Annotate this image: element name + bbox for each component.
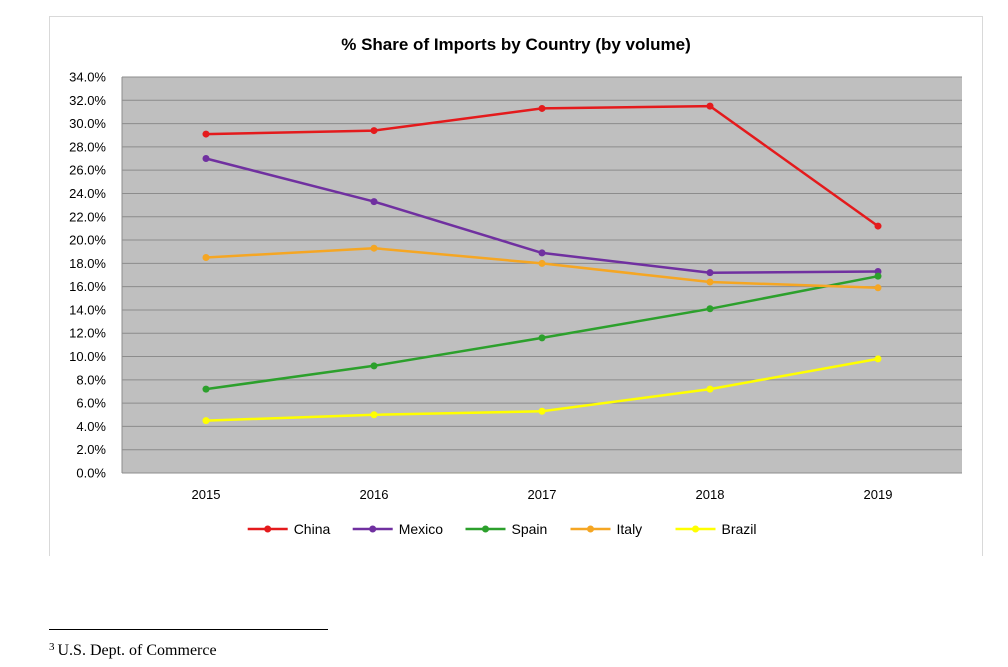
data-point-brazil — [706, 385, 714, 393]
footnote-marker: 3 — [49, 641, 55, 653]
legend-swatch-marker — [264, 525, 272, 533]
legend-item-spain: Spain — [465, 521, 548, 537]
y-tick-label: 14.0% — [69, 302, 106, 317]
data-point-spain — [874, 272, 882, 280]
data-point-spain — [706, 305, 714, 313]
y-tick-label: 24.0% — [69, 186, 106, 201]
y-tick-label: 16.0% — [69, 279, 106, 294]
y-tick-label: 18.0% — [69, 256, 106, 271]
legend-item-mexico: Mexico — [352, 521, 444, 537]
x-tick-label: 2016 — [360, 487, 389, 502]
data-point-italy — [202, 254, 210, 262]
legend-swatch-marker — [369, 525, 377, 533]
data-point-spain — [202, 385, 210, 393]
y-tick-label: 10.0% — [69, 349, 106, 364]
y-tick-label: 32.0% — [69, 93, 106, 108]
data-point-italy — [706, 278, 714, 286]
data-point-spain — [538, 334, 546, 342]
data-point-mexico — [706, 269, 714, 277]
y-tick-label: 34.0% — [69, 70, 106, 85]
data-point-china — [538, 104, 546, 112]
data-point-brazil — [874, 355, 882, 363]
y-tick-label: 22.0% — [69, 209, 106, 224]
data-point-italy — [538, 259, 546, 267]
legend-label: Spain — [512, 521, 548, 537]
y-tick-label: 28.0% — [69, 139, 106, 154]
data-point-china — [706, 102, 714, 110]
legend-item-brazil: Brazil — [675, 521, 757, 537]
data-point-mexico — [202, 155, 210, 163]
legend-swatch-marker — [482, 525, 489, 533]
chart-frame: % Share of Imports by Country (by volume… — [49, 16, 983, 556]
footnote: 3 U.S. Dept. of Commerce — [49, 641, 217, 660]
y-tick-label: 2.0% — [76, 442, 106, 457]
plot-background — [122, 77, 962, 473]
legend-item-italy: Italy — [570, 521, 643, 537]
x-tick-label: 2018 — [696, 487, 725, 502]
y-tick-label: 8.0% — [76, 372, 106, 387]
x-tick-label: 2017 — [528, 487, 557, 502]
legend: China Mexico Spain Italy Brazil — [247, 521, 757, 537]
chart-title: % Share of Imports by Country (by volume… — [341, 35, 691, 54]
y-tick-label: 0.0% — [76, 466, 106, 481]
y-tick-label: 30.0% — [69, 116, 106, 131]
y-tick-label: 12.0% — [69, 326, 106, 341]
x-tick-label: 2015 — [192, 487, 221, 502]
legend-label: Mexico — [399, 521, 444, 537]
data-point-spain — [370, 362, 378, 370]
data-point-brazil — [370, 411, 378, 419]
legend-label: Italy — [617, 521, 643, 537]
data-point-china — [874, 222, 882, 230]
plot-area: 0.0% 2.0% 4.0% 6.0% 8.0% 10.0% 12.0% 14.0% 16.0%… — [69, 70, 962, 502]
data-point-brazil — [202, 417, 210, 425]
data-point-mexico — [538, 249, 546, 257]
data-point-china — [202, 130, 210, 138]
legend-item-china: China — [247, 521, 331, 537]
data-point-brazil — [538, 407, 546, 415]
line-chart: % Share of Imports by Country (by volume… — [69, 35, 962, 537]
x-tick-label: 2019 — [864, 487, 893, 502]
legend-swatch-marker — [587, 525, 594, 533]
legend-label: Brazil — [722, 521, 757, 537]
y-tick-label: 4.0% — [76, 419, 106, 434]
footnote-divider — [49, 629, 328, 630]
y-tick-label: 6.0% — [76, 396, 106, 411]
y-tick-label: 20.0% — [69, 233, 106, 248]
legend-swatch-marker — [692, 525, 699, 533]
y-tick-label: 26.0% — [69, 163, 106, 178]
footnote-text: U.S. Dept. of Commerce — [57, 642, 217, 659]
data-point-mexico — [370, 198, 378, 206]
data-point-italy — [874, 284, 882, 292]
legend-label: China — [294, 521, 331, 537]
data-point-china — [370, 127, 378, 135]
data-point-italy — [370, 244, 378, 252]
